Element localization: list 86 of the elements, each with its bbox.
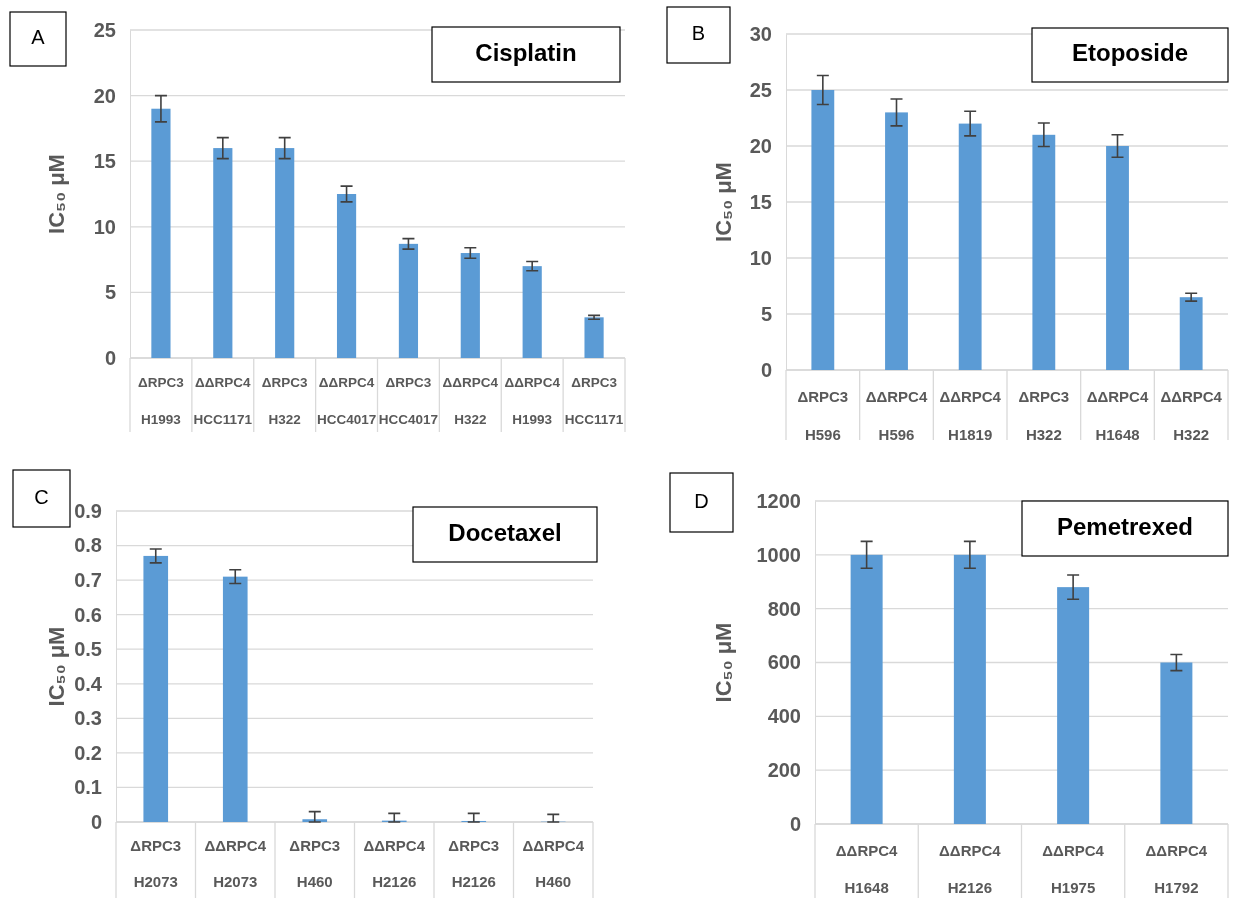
bar (143, 555, 169, 822)
category-label: ΔΔRPC4 H1648 (1086, 387, 1149, 443)
category-label: ΔΔRPC4 HCC1171 (193, 374, 253, 427)
category-label: ΔΔRPC4 H322 (442, 374, 499, 427)
category-label: ΔΔRPC4 H322 (1160, 387, 1222, 443)
y-tick-label: 0.6 (74, 603, 102, 626)
y-tick-label: 0.3 (74, 707, 102, 730)
bar (1106, 146, 1129, 370)
y-tick-label: 0 (789, 812, 801, 835)
bar (151, 108, 171, 358)
category-label: ΔRPC3 H322 (1018, 387, 1070, 443)
category-label: ΔΔRPC4 H1819 (939, 387, 1001, 443)
category-label: ΔΔRPC4 H460 (522, 836, 585, 890)
bar (398, 243, 419, 358)
y-axis-title: IC₅₀ μM (43, 154, 69, 234)
y-tick-label: 30 (749, 22, 772, 45)
text: Pemetrexed (1056, 512, 1194, 540)
category-label: ΔRPC3 H2073 (130, 836, 182, 890)
y-tick-label: 800 (767, 597, 801, 620)
text: D (694, 489, 709, 512)
y-tick-label: 15 (749, 190, 772, 213)
y-tick-label: 5 (104, 281, 116, 304)
y-tick-label: 0.7 (74, 569, 102, 592)
category-label: ΔΔRPC4 H596 (865, 387, 928, 443)
bar (336, 194, 357, 358)
y-tick-label: 10 (93, 215, 116, 238)
bar (953, 554, 986, 824)
y-tick-label: 20 (749, 134, 772, 157)
y-tick-label: 20 (93, 84, 116, 107)
y-tick-label: 1200 (756, 489, 801, 512)
y-tick-label: 600 (767, 651, 801, 674)
y-tick-label: 0.9 (74, 499, 102, 522)
category-label: ΔΔRPC4 H2073 (204, 836, 267, 890)
bar (1179, 297, 1203, 370)
y-tick-label: 0.8 (74, 534, 102, 557)
bar (1057, 587, 1090, 824)
bar (1032, 134, 1056, 370)
y-tick-label: 0 (760, 358, 772, 381)
bar (213, 148, 233, 358)
category-label: ΔRPC3 H1993 (138, 374, 184, 427)
chart-title: Cisplatin (475, 38, 577, 66)
y-tick-label: 25 (93, 18, 116, 41)
bar (275, 148, 295, 358)
bar (958, 123, 982, 370)
y-axis-title: IC₅₀ μM (710, 162, 736, 242)
bar (1160, 662, 1193, 824)
chart-title: Docetaxel (448, 518, 562, 546)
bar (885, 112, 908, 370)
y-axis-title: IC₅₀ μM (43, 626, 69, 707)
y-axis-title: IC₅₀ μM (710, 622, 736, 703)
category-label: ΔRPC3 H322 (261, 374, 308, 427)
category-label: ΔΔRPC4 H1975 (1042, 841, 1104, 896)
y-tick-label: 1000 (756, 543, 801, 566)
category-label: ΔΔRPC4 H1648 (835, 841, 898, 896)
text: A (31, 26, 46, 49)
bar (584, 317, 604, 358)
category-label: ΔRPC3 H596 (797, 387, 849, 443)
text: B (691, 22, 706, 45)
y-tick-label: 0.4 (74, 672, 103, 695)
y-tick-label: 0 (90, 810, 102, 833)
y-tick-label: 400 (767, 705, 801, 728)
category-label: ΔΔRPC4 H2126 (363, 836, 426, 890)
bar (522, 266, 542, 358)
category-label: ΔRPC3 H2126 (448, 836, 500, 890)
y-tick-label: 0.5 (74, 638, 102, 661)
bar (222, 576, 248, 822)
y-tick-label: 15 (93, 150, 116, 173)
bar (850, 554, 883, 824)
category-label: ΔΔRPC4 HCC4017 (316, 374, 377, 427)
y-tick-label: 25 (749, 78, 772, 101)
y-tick-label: 10 (749, 246, 772, 269)
y-tick-label: 0.2 (74, 741, 102, 764)
chart-title: Etoposide (1071, 39, 1189, 67)
y-tick-label: 0.1 (74, 776, 102, 799)
category-label: ΔRPC3 HCC4017 (378, 374, 439, 427)
category-label: ΔRPC3 H460 (289, 836, 341, 890)
category-label: ΔRPC3 HCC1171 (564, 374, 624, 427)
bar (811, 90, 835, 370)
y-tick-label: 5 (760, 302, 772, 325)
y-tick-label: 0 (104, 346, 116, 369)
y-tick-label: 200 (767, 759, 801, 782)
category-label: ΔΔRPC4 H1792 (1145, 841, 1208, 896)
category-label: ΔΔRPC4 H2126 (939, 841, 1001, 896)
category-label: ΔΔRPC4 H1993 (504, 374, 560, 427)
text: C (34, 485, 49, 508)
bar (460, 253, 480, 358)
